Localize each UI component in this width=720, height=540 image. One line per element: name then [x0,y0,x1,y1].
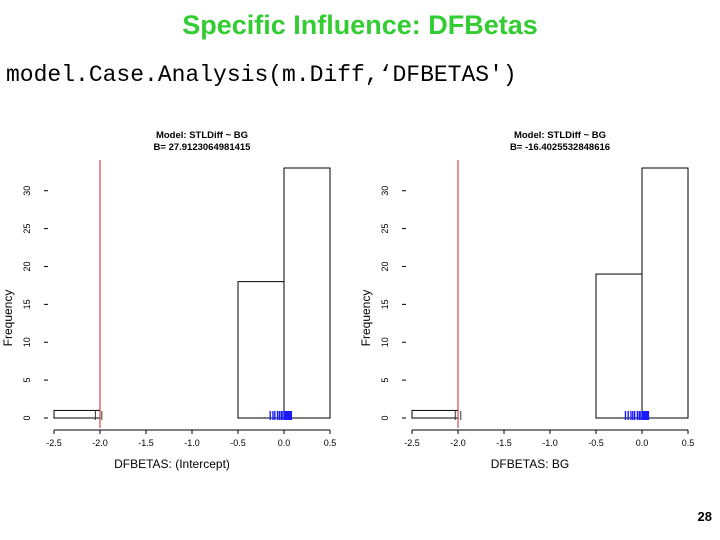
x-tick-label: -1.0 [542,438,558,448]
page-number: 28 [697,509,712,524]
x-tick-label: -2.5 [404,438,420,448]
histogram-bar [641,167,689,419]
histogram-bar [237,281,285,419]
y-tick-label: 25 [22,224,32,234]
chart-subtitle: B= 27.9123064981415 [154,142,252,153]
x-tick-label: -1.5 [496,438,512,448]
x-tick-label: 0.0 [636,438,649,448]
x-tick-label: -1.5 [138,438,154,448]
chart-title: Model: STLDiff ~ BG [156,130,248,141]
y-tick-label: 0 [380,415,390,420]
x-tick-label: -2.0 [450,438,466,448]
x-tick-label: -0.5 [588,438,604,448]
x-tick-label: -0.5 [230,438,246,448]
y-tick-label: 20 [380,261,390,271]
x-axis-label: DFBETAS: (Intercept) [114,457,230,471]
x-axis-label: DFBETAS: BG [491,457,569,471]
y-tick-label: 10 [22,337,32,347]
y-tick-label: 5 [380,378,390,383]
x-tick-label: -2.0 [92,438,108,448]
x-tick-label: -2.5 [46,438,62,448]
y-tick-label: 15 [380,299,390,309]
x-tick-label: 0.5 [682,438,695,448]
y-tick-label: 25 [380,224,390,234]
x-tick-label: -1.0 [184,438,200,448]
x-tick-label: 0.5 [324,438,337,448]
x-tick-label: 0.0 [278,438,291,448]
y-tick-label: 5 [22,378,32,383]
y-tick-label: 20 [22,261,32,271]
histogram-bar [53,409,101,419]
y-tick-label: 15 [22,299,32,309]
y-axis-label: Frequency [359,290,373,347]
histogram-intercept-svg: Model: STLDiff ~ BGB= 27.9123064981415 -2… [1,130,337,471]
histogram-bg: Model: STLDiff ~ BG B= -16.4025532848616 -… [358,118,703,478]
chart-subtitle: B= -16.4025532848616 [510,142,610,153]
histogram-bg-svg: Model: STLDiff ~ BGB= -16.4025532848616 -… [359,130,695,471]
y-tick-label: 0 [22,415,32,420]
chart-title: Model: STLDiff ~ BG [514,130,606,141]
y-tick-label: 30 [22,186,32,196]
histogram-bar [411,409,459,419]
histogram-bar [595,273,643,419]
y-axis-label: Frequency [1,290,15,347]
code-line: model.Case.Analysis(m.Diff,‘DFBETAS') [6,62,517,88]
histogram-bar [283,167,331,419]
histogram-intercept: Model: STLDiff ~ BG B= 27.9123064981415 -2… [0,118,345,478]
y-tick-label: 10 [380,337,390,347]
slide-title: Specific Influence: DFBetas [182,10,538,40]
y-tick-label: 30 [380,186,390,196]
